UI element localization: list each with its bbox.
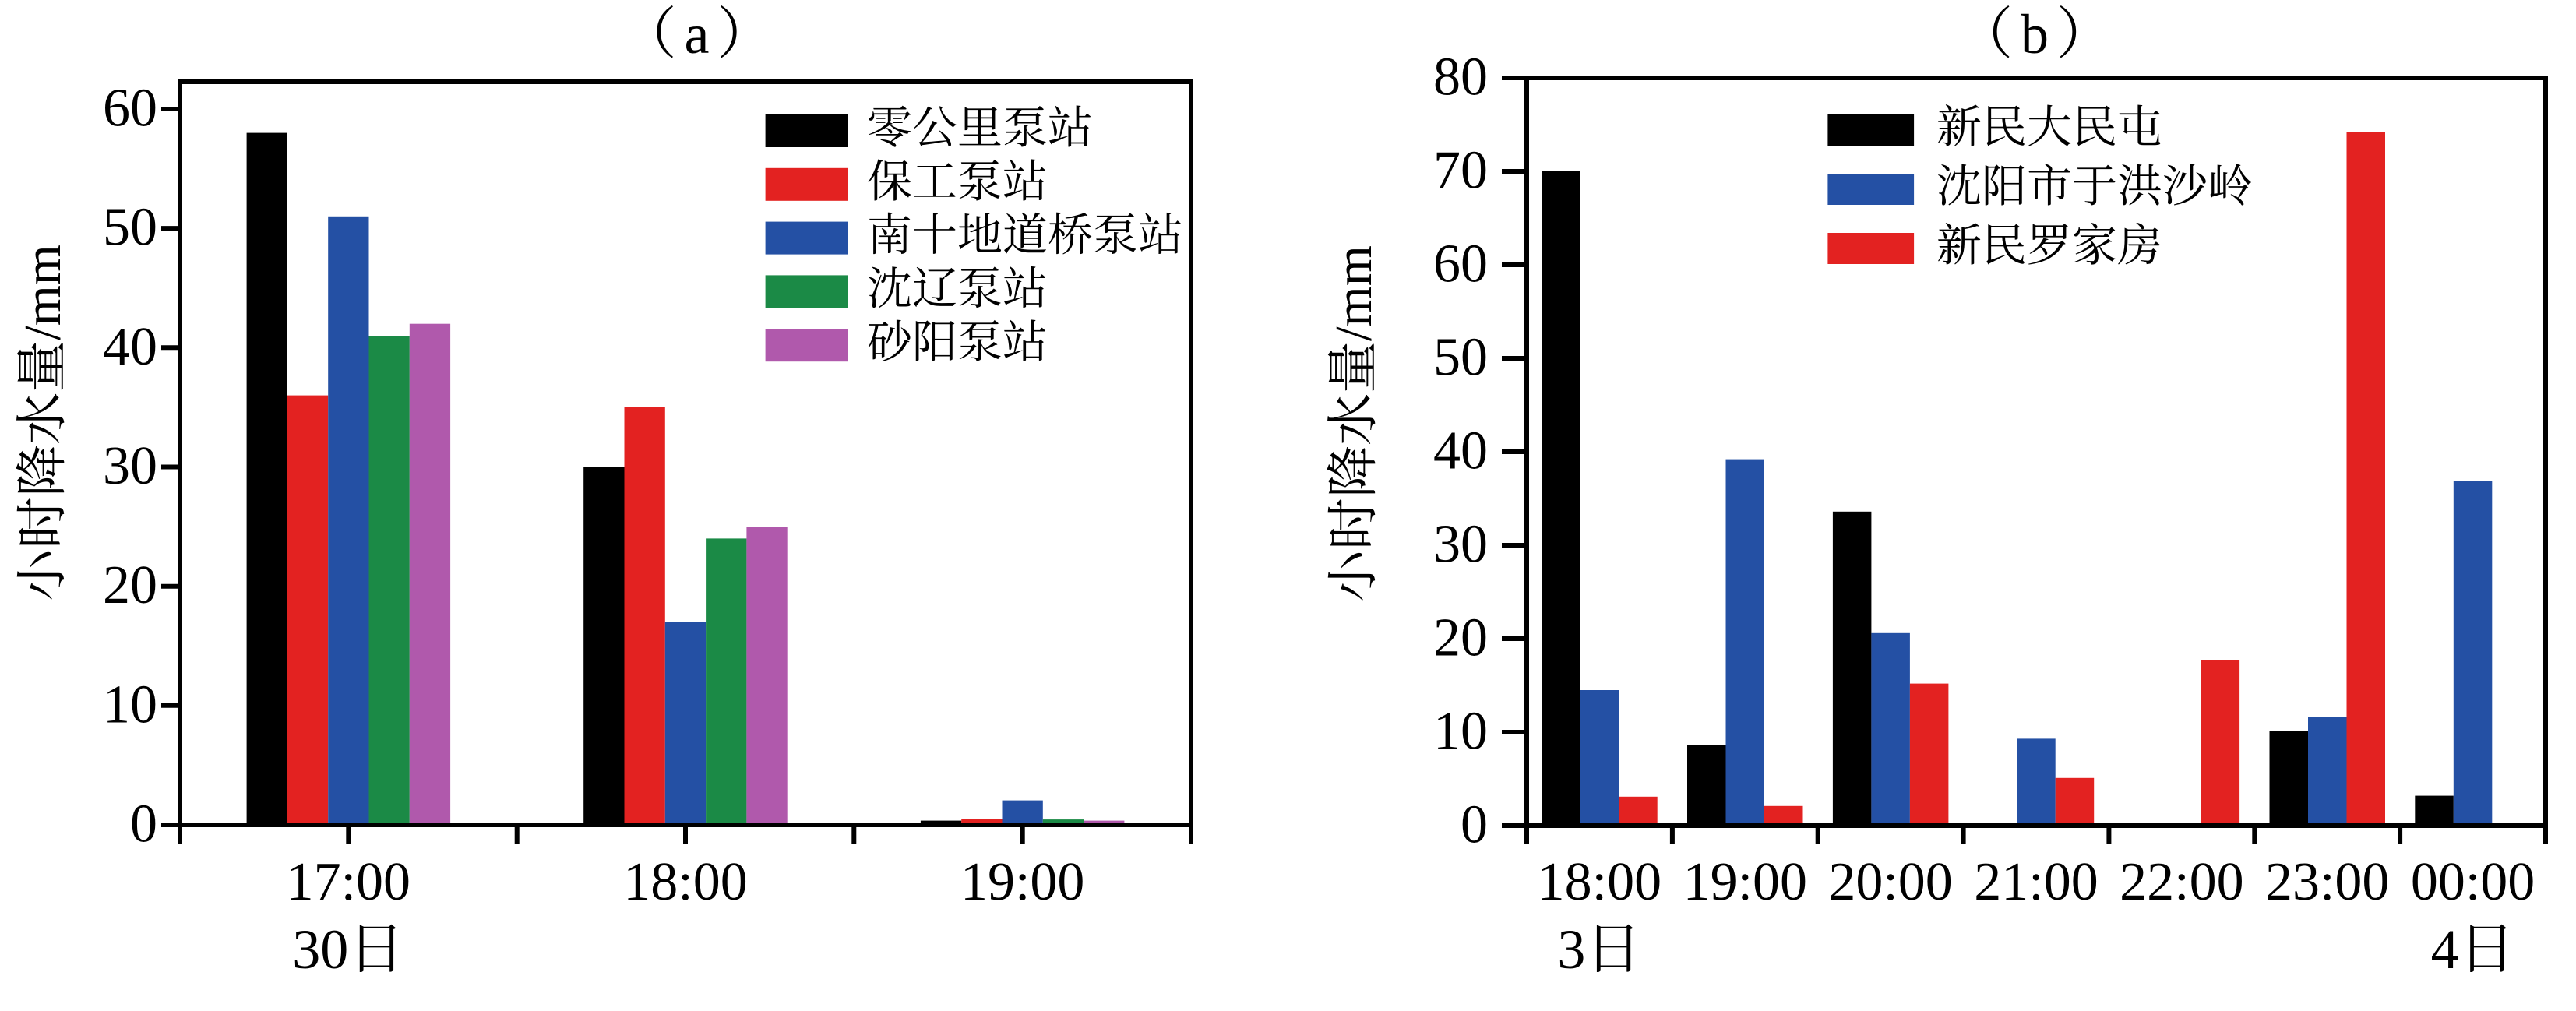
svg-text:50: 50: [103, 198, 157, 258]
svg-text:（a）: （a）: [621, 0, 781, 69]
svg-text:南十地道桥泵站: 南十地道桥泵站: [867, 199, 1183, 264]
svg-text:10: 10: [1433, 702, 1488, 762]
svg-text:19:00: 19:00: [1683, 852, 1807, 912]
svg-text:40: 40: [1433, 421, 1488, 481]
svg-text:小时降水量/mm: 小时降水量/mm: [1, 245, 76, 601]
svg-text:沈辽泵站: 沈辽泵站: [867, 252, 1048, 317]
svg-text:零公里泵站: 零公里泵站: [867, 91, 1093, 157]
svg-text:0: 0: [130, 794, 157, 854]
svg-text:20: 20: [1433, 608, 1488, 668]
svg-text:沈阳市于洪沙岭: 沈阳市于洪沙岭: [1936, 150, 2253, 215]
svg-text:新民罗家房: 新民罗家房: [1936, 209, 2162, 274]
svg-text:18:00: 18:00: [1538, 852, 1662, 912]
svg-text:17:00: 17:00: [287, 852, 411, 912]
svg-text:20: 20: [103, 555, 157, 615]
svg-text:0: 0: [1461, 795, 1488, 855]
svg-text:60: 60: [103, 79, 157, 139]
svg-text:30: 30: [1433, 515, 1488, 575]
svg-text:00:00: 00:00: [2411, 852, 2535, 912]
svg-text:21:00: 21:00: [1974, 852, 2098, 912]
svg-text:10: 10: [103, 675, 157, 734]
svg-text:40: 40: [103, 317, 157, 377]
svg-text:新民大民屯: 新民大民屯: [1936, 90, 2162, 156]
svg-text:50: 50: [1433, 328, 1488, 388]
svg-text:19:00: 19:00: [960, 852, 1084, 912]
svg-text:保工泵站: 保工泵站: [867, 145, 1048, 210]
svg-text:小时降水量/mm: 小时降水量/mm: [1312, 245, 1387, 602]
svg-text:20:00: 20:00: [1828, 852, 1952, 912]
svg-text:4日: 4日: [2431, 904, 2515, 985]
svg-text:22:00: 22:00: [2120, 852, 2243, 912]
svg-text:3日: 3日: [1557, 904, 1641, 985]
svg-text:30日: 30日: [292, 904, 404, 985]
svg-text:60: 60: [1433, 234, 1488, 294]
svg-text:30: 30: [103, 436, 157, 496]
svg-text:70: 70: [1433, 141, 1488, 201]
svg-text:80: 80: [1433, 48, 1488, 107]
svg-text:砂阳泵站: 砂阳泵站: [867, 305, 1048, 371]
svg-text:23:00: 23:00: [2265, 852, 2389, 912]
svg-text:18:00: 18:00: [623, 852, 747, 912]
svg-text:（b）: （b）: [1957, 0, 2120, 69]
